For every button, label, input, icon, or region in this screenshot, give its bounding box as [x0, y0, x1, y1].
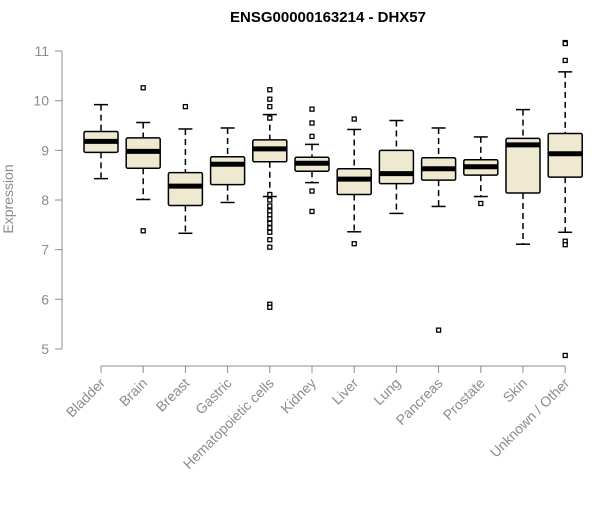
box-2 [167, 103, 204, 235]
box-0 [83, 103, 119, 180]
box-10 [505, 108, 541, 245]
outlier-point [267, 115, 273, 121]
x-tick-label: Brain [116, 375, 150, 409]
x-tick-label: Prostate [440, 375, 488, 423]
outlier-point [267, 197, 273, 203]
outlier-point [435, 327, 442, 333]
outlier-point [351, 241, 357, 247]
outlier-point [182, 103, 189, 110]
outlier-point [267, 103, 273, 110]
outlier-point [267, 220, 273, 226]
outlier-point [351, 116, 357, 122]
x-tick-label: Bladder [63, 375, 109, 421]
box-8 [420, 127, 457, 333]
box-iqr [209, 156, 246, 186]
x-tick-label: Lung [370, 375, 403, 408]
box-1 [125, 85, 161, 234]
y-tick-label: 5 [41, 341, 49, 357]
outlier-point [309, 120, 315, 126]
box-6 [336, 116, 372, 247]
outlier-point [478, 200, 484, 207]
box-11 [547, 39, 583, 359]
outlier-point [309, 188, 315, 194]
y-tick-label: 8 [41, 192, 49, 208]
outlier-point [267, 304, 273, 310]
y-tick-label: 9 [41, 142, 49, 158]
box-4 [252, 87, 288, 310]
x-tick-label: Skin [500, 375, 531, 406]
x-tick-label: Breast [153, 375, 193, 415]
box-7 [378, 119, 415, 215]
y-axis-label: Expression [0, 164, 16, 233]
outlier-point [267, 225, 273, 231]
outlier-point [562, 40, 568, 47]
outlier-point [309, 133, 315, 140]
y-tick-label: 11 [34, 43, 49, 59]
outlier-point [309, 106, 315, 112]
outlier-point [140, 85, 146, 91]
chart-title: ENSG00000163214 - DHX57 [230, 9, 426, 26]
outlier-point [267, 191, 273, 198]
box-iqr [505, 137, 541, 194]
x-tick-label: Kidney [278, 375, 320, 417]
box-9 [463, 136, 499, 207]
x-tick-label: Liver [329, 375, 362, 408]
outlier-point [267, 87, 273, 93]
x-tick-label: Unknown / Other [487, 375, 573, 461]
boxes [83, 39, 583, 359]
box-5 [294, 106, 330, 215]
outlier-point [267, 203, 273, 209]
outlier-point [562, 352, 568, 359]
y-axis: 5 6 7 8 9 10 11 [33, 43, 63, 357]
x-tick-label: Pancreas [393, 375, 446, 428]
outlier-point [140, 228, 146, 234]
y-tick-label: 10 [33, 93, 49, 109]
outlier-point [267, 237, 273, 243]
outlier-point [267, 96, 273, 102]
box-iqr [167, 171, 204, 207]
outlier-point [562, 57, 568, 64]
outlier-point [267, 229, 273, 235]
box-3 [209, 127, 246, 204]
outlier-point [267, 244, 273, 250]
outlier-point [267, 216, 273, 222]
outlier-point [562, 242, 568, 248]
y-tick-label: 6 [41, 291, 49, 307]
box-iqr [378, 149, 415, 185]
y-tick-label: 7 [41, 242, 49, 258]
outlier-point [309, 208, 315, 215]
